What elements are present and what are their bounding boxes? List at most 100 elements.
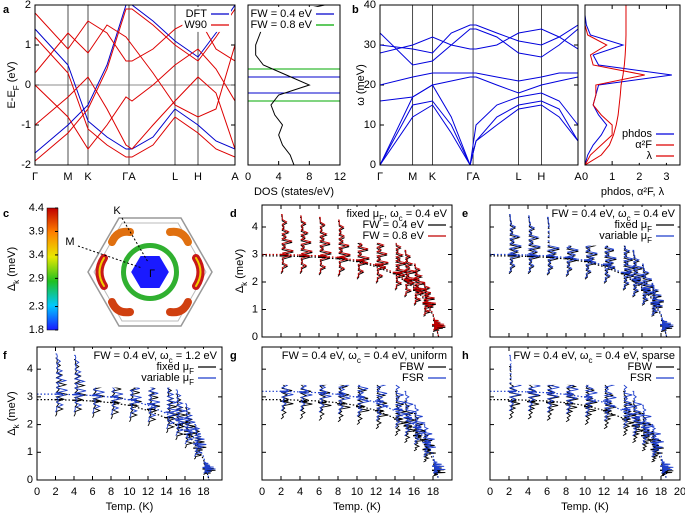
y-axis-label: Δk (meV) bbox=[6, 247, 21, 291]
y-tick-label: -2 bbox=[21, 159, 31, 171]
gap-distribution bbox=[631, 390, 645, 437]
plot-frame bbox=[489, 346, 681, 481]
x-tick-label: 8 bbox=[108, 486, 114, 498]
gap-distribution bbox=[641, 263, 655, 305]
x-tick-label: 0 bbox=[582, 171, 588, 183]
gap-distribution bbox=[337, 219, 351, 276]
x-tick-label: Γ bbox=[377, 171, 383, 183]
legend-label: FW = 0.4 eV bbox=[363, 219, 425, 231]
legend-label: α²F bbox=[635, 139, 652, 151]
y-tick-label: 1.8 bbox=[29, 324, 44, 336]
x-tick-label: L bbox=[516, 171, 522, 183]
x-tick-label: 12 bbox=[334, 171, 346, 183]
fit-curve bbox=[262, 390, 440, 480]
legend-label: FW = 0.8 eV bbox=[251, 19, 313, 31]
gap-distribution bbox=[413, 404, 427, 445]
legend-title: FW = 0.4 eV, ωc = 0.4 eV, uniform bbox=[282, 350, 447, 365]
legend-label-part: fixed μ bbox=[156, 361, 189, 373]
legend-background bbox=[248, 6, 336, 32]
plot-frame bbox=[379, 4, 579, 166]
panel-label: c bbox=[3, 208, 9, 220]
y-tick-label: 1 bbox=[252, 303, 258, 315]
legend-title-part: , ω bbox=[384, 208, 399, 220]
y-tick-label: 1 bbox=[27, 446, 33, 458]
legend-label: FSR bbox=[402, 372, 424, 384]
y-tick-label: -1 bbox=[21, 119, 31, 131]
fit-curve bbox=[262, 253, 440, 337]
y-axis-label-part: k bbox=[12, 279, 21, 284]
fs-label: M bbox=[65, 236, 74, 248]
y-tick-label: 20 bbox=[364, 79, 376, 91]
legend-background bbox=[549, 206, 678, 246]
x-tick-label: L bbox=[172, 171, 178, 183]
x-tick-label: 14 bbox=[389, 486, 401, 498]
fit-curve bbox=[262, 255, 440, 337]
x-tick-label: 0 bbox=[259, 486, 265, 498]
x-tick-label: 2 bbox=[278, 486, 284, 498]
x-tick-label: 20 bbox=[674, 486, 685, 498]
x-tick-label: 3 bbox=[663, 171, 669, 183]
legend-label: fixed μF bbox=[614, 219, 652, 234]
x-tick-label: H bbox=[537, 171, 545, 183]
gap-distribution bbox=[423, 424, 436, 457]
band-line bbox=[35, 8, 235, 162]
y-tick-label: 30 bbox=[364, 39, 376, 51]
fit-curve bbox=[490, 255, 668, 337]
band-line bbox=[380, 24, 578, 54]
plot-frame bbox=[261, 346, 453, 481]
x-tick-label: 16 bbox=[636, 486, 648, 498]
x-tick-label: 10 bbox=[579, 486, 591, 498]
gap-distribution bbox=[423, 284, 436, 317]
x-tick-label: 12 bbox=[370, 486, 382, 498]
plot-area bbox=[585, 5, 672, 165]
gap-distribution bbox=[404, 249, 417, 297]
fit-curve bbox=[37, 393, 210, 480]
y-tick-label: 4 bbox=[252, 221, 258, 233]
y-tick-label: 0 bbox=[27, 474, 33, 486]
legend-title-part: FW = 0.4 eV, ω bbox=[552, 208, 628, 220]
y-tick-label: 2 bbox=[27, 418, 33, 430]
x-tick-label: H bbox=[194, 171, 202, 183]
x-tick-label: 6 bbox=[316, 486, 322, 498]
x-tick-label: M bbox=[408, 171, 417, 183]
x-tick-label: 4 bbox=[297, 486, 303, 498]
gap-distribution bbox=[527, 215, 541, 273]
band-line bbox=[380, 28, 578, 54]
legend-background bbox=[511, 348, 677, 385]
legend-label-part: F bbox=[647, 236, 652, 245]
fermi-surface bbox=[77, 217, 213, 327]
band-line bbox=[380, 100, 578, 165]
x-tick-label: 4 bbox=[71, 486, 77, 498]
legend-label: FW = 0.4 eV bbox=[251, 8, 313, 20]
legend-label: DFT bbox=[186, 8, 208, 20]
x-tick-label: 8 bbox=[335, 486, 341, 498]
y-tick-label: 0 bbox=[370, 159, 376, 171]
x-tick-label: 10 bbox=[351, 486, 363, 498]
spectrum-curve bbox=[585, 5, 627, 165]
legend-label-part: variable μ bbox=[141, 372, 189, 384]
x-axis-label: Temp. (K) bbox=[333, 501, 381, 513]
legend-label-part: F bbox=[647, 225, 652, 234]
x-tick-label: A bbox=[574, 171, 582, 183]
y-axis-label-part: (meV) bbox=[6, 247, 18, 280]
plot-frame bbox=[584, 4, 681, 166]
legend-title-part: = 0.4 eV bbox=[403, 208, 448, 220]
gap-distribution bbox=[73, 359, 87, 417]
plot-frame bbox=[36, 346, 223, 481]
x-tick-label: K bbox=[429, 171, 437, 183]
fs-label: K bbox=[113, 205, 121, 217]
y-axis-label: Δk (meV) bbox=[6, 391, 21, 435]
gap-distribution bbox=[55, 353, 68, 413]
band-line bbox=[35, 36, 235, 158]
legend-title-part: c bbox=[169, 356, 173, 365]
gap-distribution bbox=[175, 389, 188, 436]
y-axis-label: Δk (meV) bbox=[234, 249, 249, 293]
x-axis-label: Temp. (K) bbox=[106, 501, 154, 513]
legend-title-part: c bbox=[399, 214, 403, 223]
legend-label: variable μF bbox=[141, 372, 194, 387]
panel-label: g bbox=[230, 350, 237, 362]
